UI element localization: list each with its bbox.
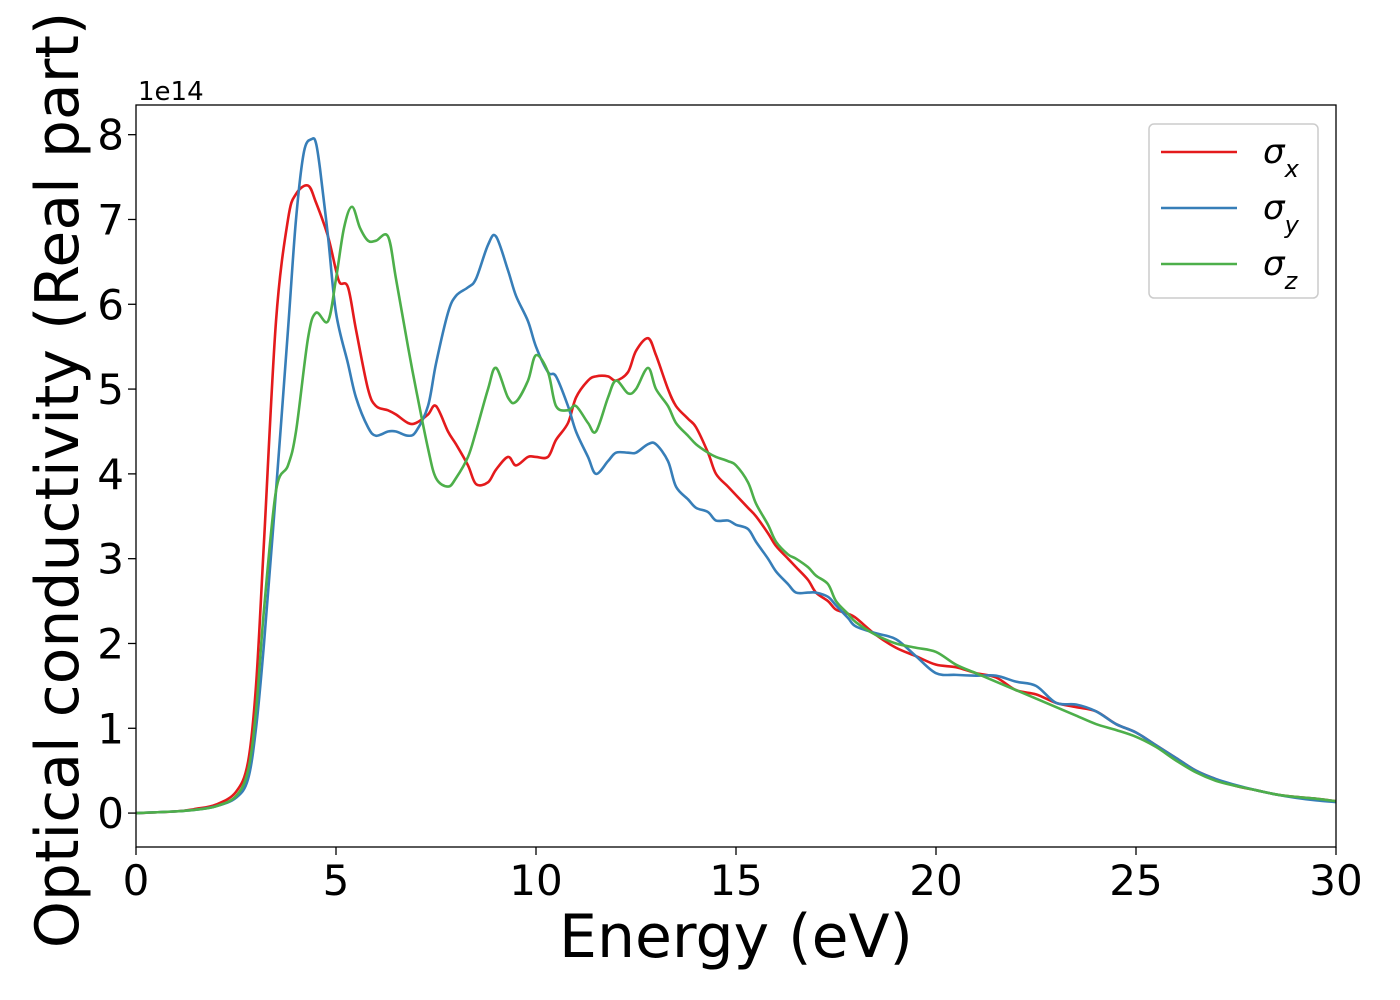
y-tick-label: 1 [97, 704, 124, 753]
x-axis-title: Energy (eV) [559, 902, 913, 972]
y-axis-title: Optical conductivity (Real part) [23, 12, 93, 949]
plot-area [136, 136, 1336, 815]
x-tick-label: 15 [709, 856, 762, 905]
y-tick-label: 3 [97, 535, 124, 584]
offset-label: 1e14 [138, 77, 204, 107]
y-tick-label: 7 [97, 195, 124, 244]
x-tick-label: 30 [1309, 856, 1362, 905]
y-tick-label: 0 [97, 789, 124, 838]
x-tick-label: 5 [323, 856, 350, 905]
y-tick-label: 4 [97, 450, 124, 499]
x-tick-label: 20 [909, 856, 962, 905]
axes: 0 5 10 15 20 25 30 0 1 2 3 4 5 6 7 8 [97, 104, 1363, 905]
series-line-y [136, 136, 1336, 815]
y-tick-label: 6 [97, 280, 124, 329]
legend-frame [1148, 123, 1319, 299]
series-line-z [136, 205, 1336, 815]
series-line-x [136, 184, 1336, 815]
y-tick-label: 2 [97, 619, 124, 668]
x-tick-label: 0 [123, 856, 150, 905]
y-tick-label: 5 [97, 365, 124, 414]
x-tick-label: 25 [1109, 856, 1162, 905]
x-tick-label: 10 [509, 856, 562, 905]
y-tick-label: 8 [97, 111, 124, 160]
